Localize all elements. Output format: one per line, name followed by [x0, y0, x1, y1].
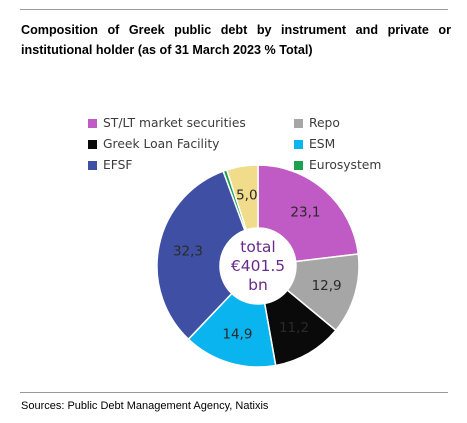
legend-label: ESM [309, 137, 336, 151]
legend-item-repo: Repo [294, 113, 340, 133]
top-rule [20, 9, 448, 10]
legend-label: EFSF [103, 158, 133, 172]
center-label-line: €401.5 [231, 257, 285, 275]
legend-item-eurosystem: Eurosystem [294, 155, 381, 175]
slice-label: 32,3 [173, 244, 203, 260]
chart-title: Composition of Greek public debt by inst… [21, 23, 451, 57]
legend-item-st-lt-market-securities: ST/LT market securities [88, 113, 246, 133]
legend-swatch [294, 118, 303, 128]
slice-label: 14,9 [222, 326, 252, 342]
legend-label: Greek Loan Facility [103, 137, 220, 151]
slice-label: 5,0 [236, 187, 257, 203]
legend-swatch [294, 139, 303, 149]
legend-item-esm: ESM [294, 134, 335, 154]
slice-label: 12,9 [312, 278, 342, 294]
bottom-rule [20, 392, 448, 393]
slice-label: 11,2 [279, 320, 309, 336]
chart-legend: ST/LT market securities Repo Greek Loan Fa… [88, 113, 398, 175]
slice-efsf [156, 170, 246, 340]
legend-label: Repo [309, 116, 340, 130]
legend-label: ST/LT market securities [103, 116, 246, 130]
legend-swatch [88, 118, 97, 128]
slice-label: 23,1 [290, 205, 320, 221]
slice-st-lt-market-securities [257, 164, 360, 263]
slice-esm [187, 292, 277, 368]
legend-swatch [88, 160, 97, 170]
source-note: Sources: Public Debt Management Agency, … [21, 400, 269, 412]
legend-swatch [88, 139, 97, 149]
slice-unlabeled-6 [226, 164, 259, 231]
legend-label: Eurosystem [309, 158, 382, 172]
center-label-line: total [240, 238, 275, 256]
legend-item-efsf: EFSF [88, 155, 133, 175]
legend-item-greek-loan-facility: Greek Loan Facility [88, 134, 219, 154]
center-label-line: bn [248, 276, 268, 294]
legend-swatch [294, 160, 303, 170]
